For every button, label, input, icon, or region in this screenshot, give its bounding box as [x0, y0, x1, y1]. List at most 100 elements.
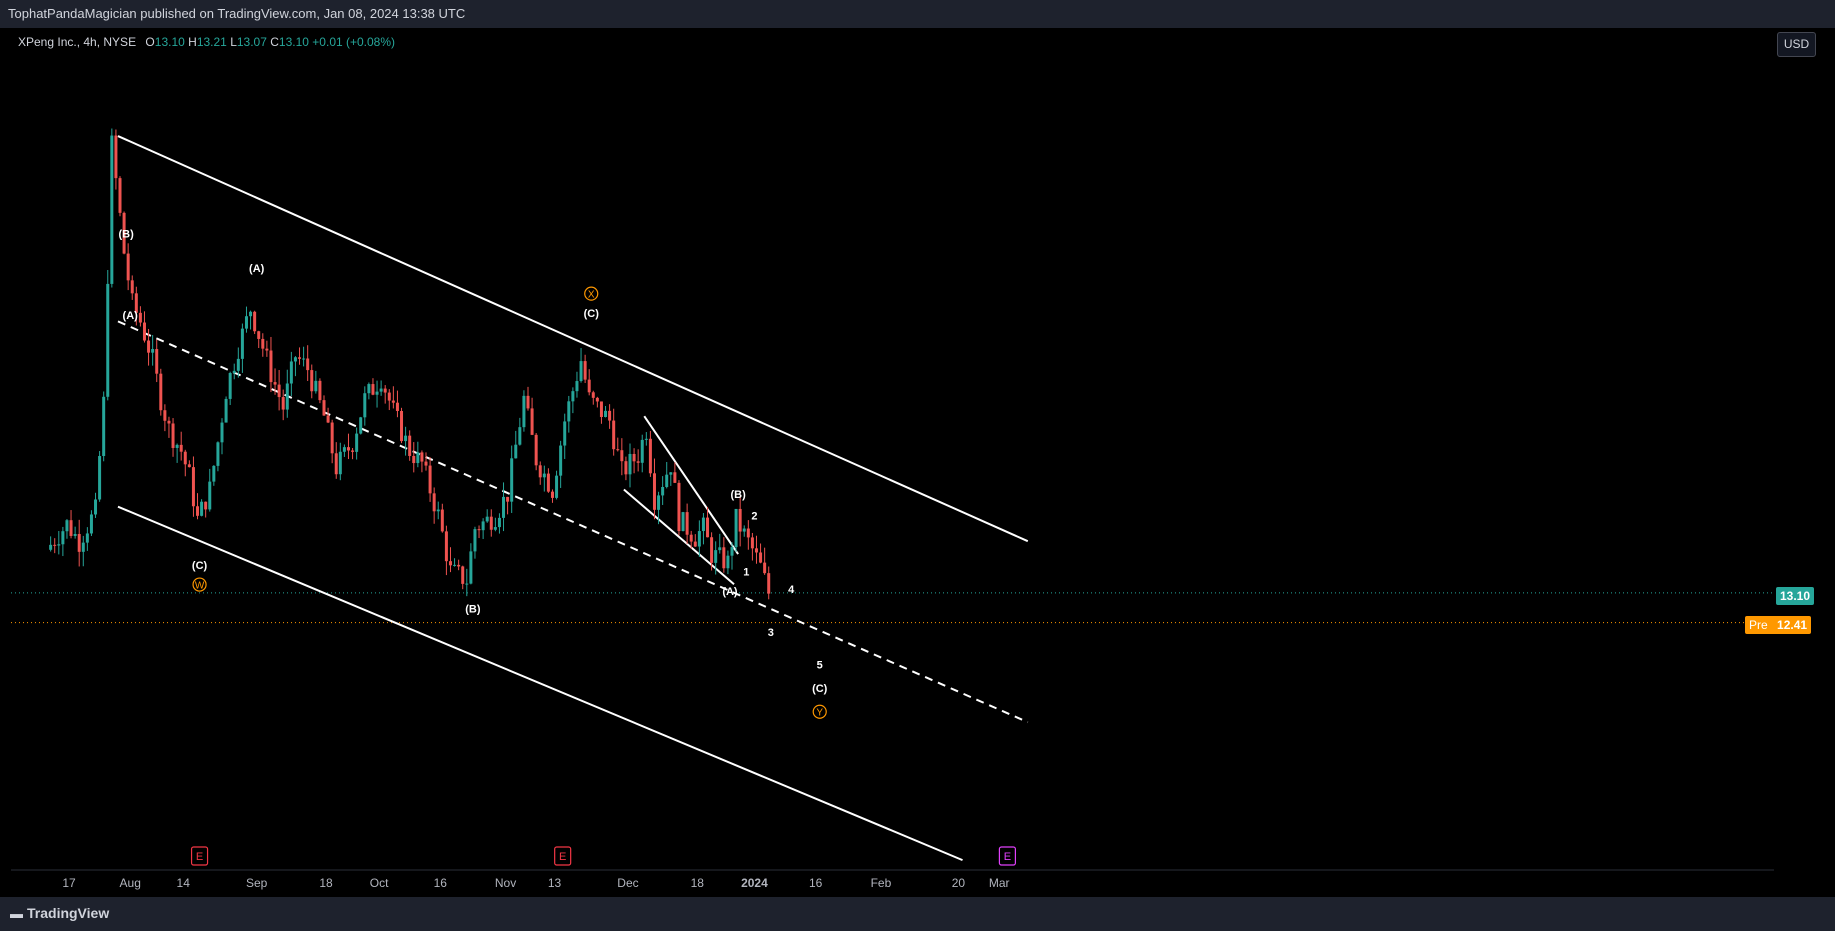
- candle-body[interactable]: [652, 473, 656, 510]
- candle-body[interactable]: [387, 392, 391, 401]
- candle-body[interactable]: [763, 562, 767, 574]
- candle-body[interactable]: [612, 420, 616, 450]
- candle-body[interactable]: [408, 435, 412, 456]
- candle-body[interactable]: [253, 311, 257, 332]
- candle-body[interactable]: [359, 417, 363, 434]
- candle-body[interactable]: [126, 253, 130, 281]
- tradingview-logo[interactable]: ▬ TradingView: [10, 905, 109, 921]
- candle-body[interactable]: [232, 370, 236, 374]
- candle-body[interactable]: [102, 396, 106, 457]
- candle-body[interactable]: [530, 408, 534, 435]
- candle-body[interactable]: [151, 349, 155, 353]
- candle-body[interactable]: [701, 517, 705, 532]
- candle-body[interactable]: [489, 516, 493, 530]
- candle-body[interactable]: [367, 384, 371, 394]
- candle-body[interactable]: [257, 331, 261, 339]
- candle-body[interactable]: [457, 564, 461, 567]
- candle-body[interactable]: [167, 420, 171, 424]
- candle-body[interactable]: [363, 393, 367, 418]
- candle-body[interactable]: [681, 512, 685, 532]
- candle-body[interactable]: [204, 501, 208, 510]
- candle-body[interactable]: [424, 461, 428, 466]
- candle-body[interactable]: [183, 451, 187, 465]
- candle-body[interactable]: [742, 528, 746, 532]
- candle-body[interactable]: [326, 415, 330, 423]
- candle-body[interactable]: [428, 465, 432, 494]
- candle-body[interactable]: [518, 427, 522, 445]
- candle-body[interactable]: [559, 445, 563, 476]
- candle-body[interactable]: [293, 357, 297, 362]
- midline-trendline[interactable]: [117, 320, 1029, 724]
- candle-body[interactable]: [514, 444, 518, 459]
- candle-body[interactable]: [714, 550, 718, 563]
- candle-body[interactable]: [502, 496, 506, 518]
- candle-body[interactable]: [718, 547, 722, 551]
- candle-body[interactable]: [355, 433, 359, 452]
- candle-body[interactable]: [522, 395, 526, 428]
- candle-body[interactable]: [212, 465, 216, 482]
- candle-body[interactable]: [469, 551, 473, 584]
- candle-body[interactable]: [640, 439, 644, 463]
- candle-body[interactable]: [510, 458, 514, 502]
- candle-body[interactable]: [163, 410, 167, 421]
- candle-body[interactable]: [94, 499, 98, 515]
- candle-body[interactable]: [134, 293, 138, 313]
- candle-body[interactable]: [57, 544, 61, 546]
- candle-body[interactable]: [734, 508, 738, 548]
- candle-body[interactable]: [416, 452, 420, 464]
- candle-body[interactable]: [404, 435, 408, 442]
- candle-body[interactable]: [673, 472, 677, 483]
- candle-body[interactable]: [477, 529, 481, 531]
- candle-body[interactable]: [730, 547, 734, 556]
- wedge-upper-trendline[interactable]: [643, 415, 739, 555]
- candle-body[interactable]: [546, 473, 550, 492]
- candle-body[interactable]: [277, 384, 281, 398]
- candle-body[interactable]: [710, 537, 714, 563]
- candle-body[interactable]: [118, 178, 122, 213]
- candle-body[interactable]: [346, 447, 350, 451]
- candle-body[interactable]: [738, 508, 742, 532]
- candle-body[interactable]: [759, 552, 763, 563]
- candle-body[interactable]: [697, 531, 701, 547]
- candle-body[interactable]: [432, 493, 436, 512]
- candle-body[interactable]: [420, 452, 424, 462]
- candle-body[interactable]: [330, 422, 334, 454]
- candle-body[interactable]: [538, 465, 542, 478]
- currency-button[interactable]: USD: [1777, 32, 1816, 57]
- candle-body[interactable]: [636, 461, 640, 463]
- earnings-marker-icon[interactable]: [554, 846, 572, 866]
- candle-body[interactable]: [81, 542, 85, 552]
- earnings-marker-icon[interactable]: [998, 846, 1017, 866]
- candle-body[interactable]: [306, 358, 310, 371]
- candle-body[interactable]: [722, 547, 726, 569]
- candle-body[interactable]: [106, 283, 110, 397]
- candle-body[interactable]: [155, 349, 159, 374]
- candle-body[interactable]: [261, 338, 265, 349]
- candle-body[interactable]: [265, 348, 269, 351]
- candle-body[interactable]: [608, 410, 612, 421]
- channel-lower-trendline[interactable]: [117, 505, 963, 862]
- candle-body[interactable]: [657, 495, 661, 510]
- candle-body[interactable]: [395, 402, 399, 411]
- candle-body[interactable]: [453, 564, 457, 566]
- candle-body[interactable]: [298, 357, 302, 359]
- candle-body[interactable]: [550, 491, 554, 498]
- candle-body[interactable]: [61, 531, 65, 545]
- candle-body[interactable]: [685, 512, 689, 535]
- candle-body[interactable]: [400, 410, 404, 442]
- candle-body[interactable]: [171, 423, 175, 448]
- candle-body[interactable]: [595, 397, 599, 402]
- candle-body[interactable]: [473, 529, 477, 552]
- candle-body[interactable]: [383, 388, 387, 393]
- candle-body[interactable]: [436, 509, 440, 512]
- candle-body[interactable]: [534, 434, 538, 466]
- candle-body[interactable]: [481, 521, 485, 531]
- candle-body[interactable]: [216, 442, 220, 466]
- candle-body[interactable]: [191, 467, 195, 507]
- candle-body[interactable]: [575, 381, 579, 392]
- candle-body[interactable]: [465, 583, 469, 585]
- candle-body[interactable]: [706, 517, 710, 538]
- candle-body[interactable]: [750, 537, 754, 549]
- candle-body[interactable]: [322, 400, 326, 416]
- candle-body[interactable]: [412, 455, 416, 464]
